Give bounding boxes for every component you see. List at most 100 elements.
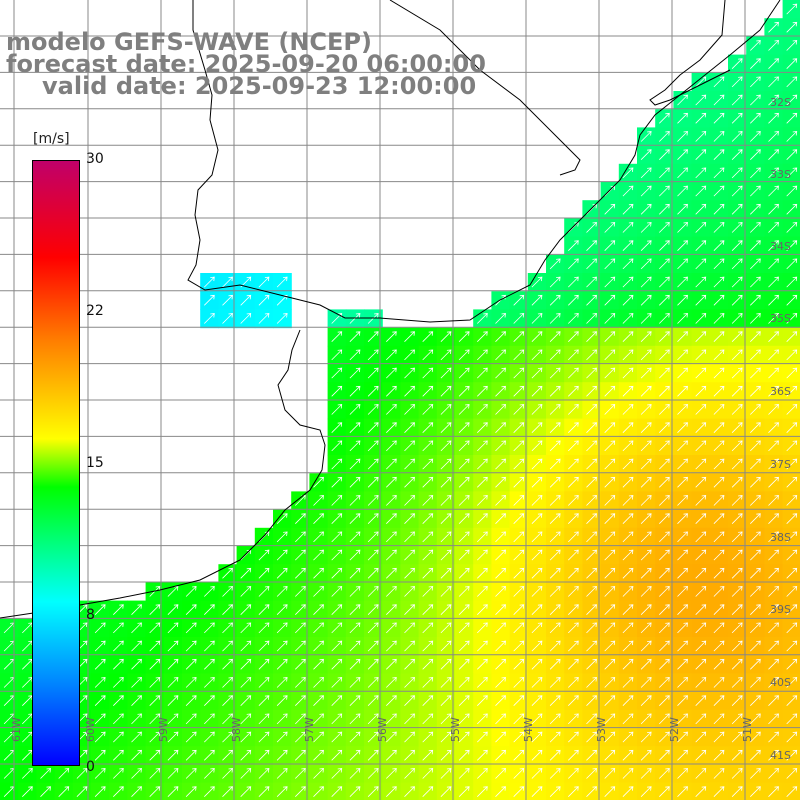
wind-arrow — [731, 658, 743, 670]
wind-arrow — [731, 786, 743, 797]
wind-cell — [600, 200, 620, 219]
wind-cell — [691, 618, 711, 638]
wind-arrow — [386, 749, 397, 761]
wind-arrow — [167, 677, 179, 688]
wind-arrow — [713, 258, 725, 270]
wind-cell — [382, 655, 401, 674]
wind-arrow — [331, 385, 343, 397]
wind-cell — [273, 546, 292, 565]
wind-cell — [273, 509, 292, 529]
wind-arrow — [786, 167, 798, 179]
wind-arrow — [604, 422, 616, 433]
wind-cell — [345, 345, 365, 365]
wind-cell — [637, 564, 656, 583]
wind-arrow — [549, 531, 561, 543]
wind-cell — [473, 546, 492, 565]
wind-arrow — [258, 567, 270, 579]
wind-cell — [127, 764, 147, 784]
wind-arrow — [586, 768, 597, 779]
wind-arrow — [604, 404, 616, 415]
wind-arrow — [640, 658, 652, 670]
wind-cell — [182, 728, 201, 747]
wind-cell — [400, 473, 420, 492]
wind-cell — [618, 527, 638, 547]
wind-cell — [728, 291, 747, 310]
wind-arrow — [204, 786, 215, 797]
wind-cell — [200, 728, 219, 747]
wind-arrow — [768, 76, 779, 88]
wind-arrow — [713, 149, 725, 160]
wind-arrow — [240, 640, 252, 652]
wind-arrow — [222, 313, 233, 324]
wind-cell — [764, 637, 784, 656]
wind-arrow — [750, 658, 761, 670]
wind-cell — [327, 473, 347, 492]
wind-cell — [655, 618, 674, 638]
wind-arrow — [750, 276, 761, 288]
wind-arrow — [604, 495, 616, 506]
wind-arrow — [185, 658, 197, 670]
lon-label: 57W — [303, 717, 316, 742]
wind-cell — [582, 291, 602, 310]
wind-arrow — [750, 203, 761, 215]
wind-arrow — [677, 422, 688, 433]
wind-arrow — [713, 531, 725, 543]
wind-arrow — [750, 695, 761, 706]
wind-cell — [691, 273, 711, 292]
wind-arrow — [477, 695, 488, 706]
wind-arrow — [604, 549, 616, 561]
wind-cell — [728, 746, 747, 765]
wind-cell — [764, 200, 784, 219]
wind-cell — [418, 327, 438, 347]
wind-arrow — [786, 513, 798, 524]
wind-cell — [564, 473, 583, 492]
wind-arrow — [659, 367, 670, 379]
wind-cell — [491, 673, 511, 693]
wind-arrow — [295, 677, 306, 688]
wind-arrow — [768, 458, 779, 470]
colorbar-tick: 30 — [86, 151, 104, 167]
wind-arrow — [622, 367, 634, 379]
wind-arrow — [513, 768, 525, 779]
wind-cell — [655, 291, 674, 310]
wind-cell — [163, 673, 183, 693]
wind-arrow — [713, 331, 725, 342]
wind-arrow — [586, 549, 597, 561]
wind-arrow — [404, 531, 415, 543]
wind-arrow — [149, 749, 161, 761]
wind-arrow — [513, 658, 525, 670]
wind-arrow — [622, 604, 634, 615]
wind-arrow — [531, 458, 543, 470]
wind-cell — [582, 236, 602, 256]
wind-cell — [728, 491, 747, 511]
wind-arrow — [786, 58, 798, 69]
wind-arrow — [622, 567, 634, 579]
wind-cell — [455, 473, 474, 492]
wind-arrow — [695, 476, 707, 488]
wind-arrow — [695, 258, 707, 270]
wind-cell — [273, 618, 292, 638]
wind-arrow — [367, 786, 379, 797]
wind-cell — [618, 254, 638, 274]
wind-cell — [527, 509, 547, 529]
lat-label: 37S — [770, 458, 791, 471]
wind-arrow — [622, 313, 634, 324]
wind-arrow — [659, 149, 670, 160]
wind-cell — [236, 618, 256, 638]
wind-arrow — [113, 622, 124, 634]
wind-cell — [400, 509, 420, 529]
wind-arrow — [131, 786, 142, 797]
wind-arrow — [604, 786, 616, 797]
wind-cell — [655, 527, 674, 547]
wind-cell — [546, 582, 565, 602]
wind-cell — [728, 273, 747, 292]
wind-arrow — [750, 185, 761, 197]
wind-arrow — [731, 513, 743, 524]
wind-arrow — [386, 513, 397, 524]
wind-arrow — [586, 713, 597, 725]
wind-cell — [691, 764, 711, 784]
wind-cell — [418, 746, 438, 765]
wind-arrow — [222, 677, 233, 688]
wind-cell — [655, 673, 674, 693]
wind-cell — [254, 527, 274, 547]
